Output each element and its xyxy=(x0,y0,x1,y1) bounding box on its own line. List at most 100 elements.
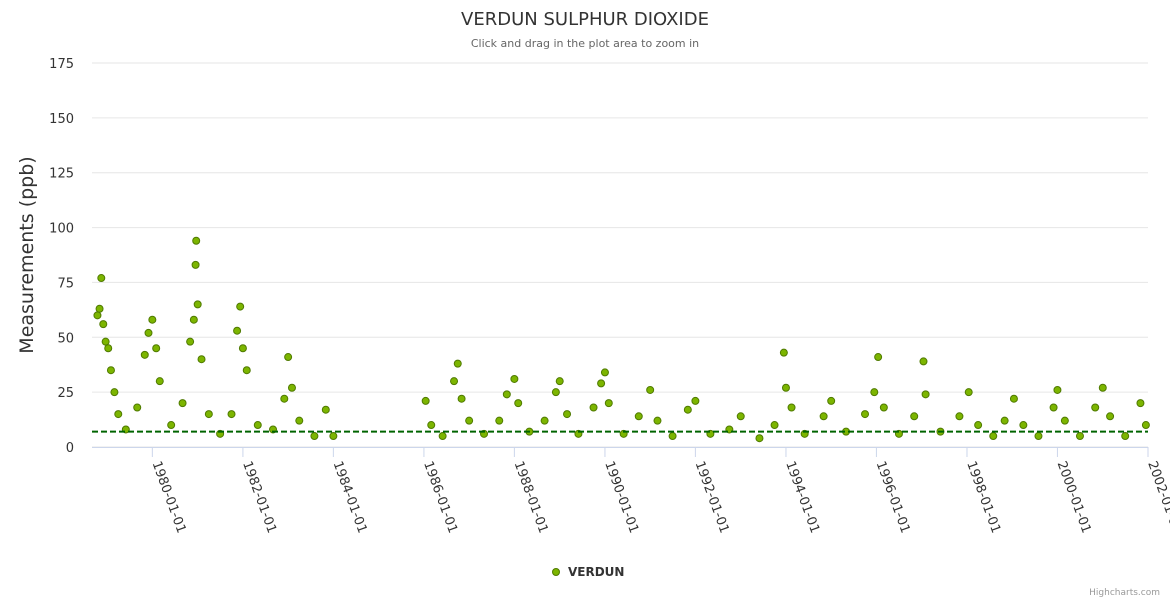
data-point[interactable] xyxy=(284,353,293,362)
data-point[interactable] xyxy=(563,410,572,419)
data-point[interactable] xyxy=(736,412,745,421)
data-point[interactable] xyxy=(861,410,870,419)
data-point[interactable] xyxy=(453,359,462,368)
data-point[interactable] xyxy=(427,421,436,430)
data-point[interactable] xyxy=(204,410,213,419)
legend-marker-verdun[interactable] xyxy=(552,568,560,576)
data-point[interactable] xyxy=(97,274,106,283)
credits-link[interactable]: Highcharts.com xyxy=(1089,588,1160,598)
data-point[interactable] xyxy=(242,366,251,375)
data-point[interactable] xyxy=(233,326,242,335)
data-point[interactable] xyxy=(510,374,519,383)
data-point[interactable] xyxy=(287,383,296,392)
data-point[interactable] xyxy=(874,353,883,362)
data-point[interactable] xyxy=(1060,416,1069,425)
data-point[interactable] xyxy=(755,434,764,443)
data-point[interactable] xyxy=(1049,403,1058,412)
data-point[interactable] xyxy=(329,432,338,441)
data-point[interactable] xyxy=(1121,432,1130,441)
data-point[interactable] xyxy=(781,383,790,392)
data-point[interactable] xyxy=(597,379,606,388)
data-point[interactable] xyxy=(827,396,836,405)
data-point[interactable] xyxy=(1091,403,1100,412)
data-point[interactable] xyxy=(989,432,998,441)
data-point[interactable] xyxy=(167,421,176,430)
data-point[interactable] xyxy=(140,350,149,359)
data-point[interactable] xyxy=(819,412,828,421)
data-point[interactable] xyxy=(253,421,262,430)
data-point[interactable] xyxy=(646,385,655,394)
data-point[interactable] xyxy=(589,403,598,412)
data-point[interactable] xyxy=(955,412,964,421)
data-point[interactable] xyxy=(879,403,888,412)
data-point[interactable] xyxy=(1075,432,1084,441)
data-point[interactable] xyxy=(236,302,245,311)
data-point[interactable] xyxy=(144,328,153,337)
data-point[interactable] xyxy=(193,300,202,309)
data-point[interactable] xyxy=(155,377,164,386)
data-point[interactable] xyxy=(104,344,113,353)
data-point[interactable] xyxy=(457,394,466,403)
data-point[interactable] xyxy=(421,396,430,405)
data-point[interactable] xyxy=(921,390,930,399)
data-point[interactable] xyxy=(280,394,289,403)
data-point[interactable] xyxy=(197,355,206,364)
data-point[interactable] xyxy=(600,368,609,377)
data-point[interactable] xyxy=(1053,385,1062,394)
data-point[interactable] xyxy=(770,421,779,430)
data-point[interactable] xyxy=(919,357,928,366)
data-point[interactable] xyxy=(1106,412,1115,421)
data-point[interactable] xyxy=(465,416,474,425)
data-point[interactable] xyxy=(321,405,330,414)
data-point[interactable] xyxy=(1141,421,1150,430)
data-point[interactable] xyxy=(604,399,613,408)
data-point[interactable] xyxy=(1009,394,1018,403)
data-point[interactable] xyxy=(310,432,319,441)
data-point[interactable] xyxy=(178,399,187,408)
data-point[interactable] xyxy=(540,416,549,425)
data-point[interactable] xyxy=(634,412,643,421)
data-point[interactable] xyxy=(1019,421,1028,430)
data-point[interactable] xyxy=(227,410,236,419)
legend[interactable]: VERDUN xyxy=(552,565,625,579)
data-point[interactable] xyxy=(133,403,142,412)
data-point[interactable] xyxy=(238,344,247,353)
data-point[interactable] xyxy=(148,315,157,324)
data-point[interactable] xyxy=(555,377,564,386)
data-point[interactable] xyxy=(186,337,195,346)
data-point[interactable] xyxy=(910,412,919,421)
legend-item-verdun[interactable]: VERDUN xyxy=(568,565,624,579)
data-point[interactable] xyxy=(192,236,201,245)
data-point[interactable] xyxy=(95,304,104,313)
data-point[interactable] xyxy=(189,315,198,324)
data-point[interactable] xyxy=(974,421,983,430)
data-point[interactable] xyxy=(870,388,879,397)
data-point[interactable] xyxy=(450,377,459,386)
data-point[interactable] xyxy=(683,405,692,414)
data-point[interactable] xyxy=(191,260,200,269)
data-point[interactable] xyxy=(1000,416,1009,425)
data-point[interactable] xyxy=(1136,399,1145,408)
data-point[interactable] xyxy=(495,416,504,425)
data-point[interactable] xyxy=(502,390,511,399)
data-point[interactable] xyxy=(101,337,110,346)
data-point[interactable] xyxy=(438,432,447,441)
data-point[interactable] xyxy=(551,388,560,397)
data-point[interactable] xyxy=(1034,432,1043,441)
data-point[interactable] xyxy=(152,344,161,353)
data-point[interactable] xyxy=(295,416,304,425)
data-point[interactable] xyxy=(106,366,115,375)
data-point[interactable] xyxy=(691,396,700,405)
data-point[interactable] xyxy=(1098,383,1107,392)
series-verdun-points[interactable] xyxy=(93,236,1150,443)
data-point[interactable] xyxy=(964,388,973,397)
data-point[interactable] xyxy=(114,410,123,419)
data-point[interactable] xyxy=(779,348,788,357)
data-point[interactable] xyxy=(93,311,102,320)
data-point[interactable] xyxy=(787,403,796,412)
data-point[interactable] xyxy=(514,399,523,408)
data-point[interactable] xyxy=(110,388,119,397)
data-point[interactable] xyxy=(99,320,108,329)
